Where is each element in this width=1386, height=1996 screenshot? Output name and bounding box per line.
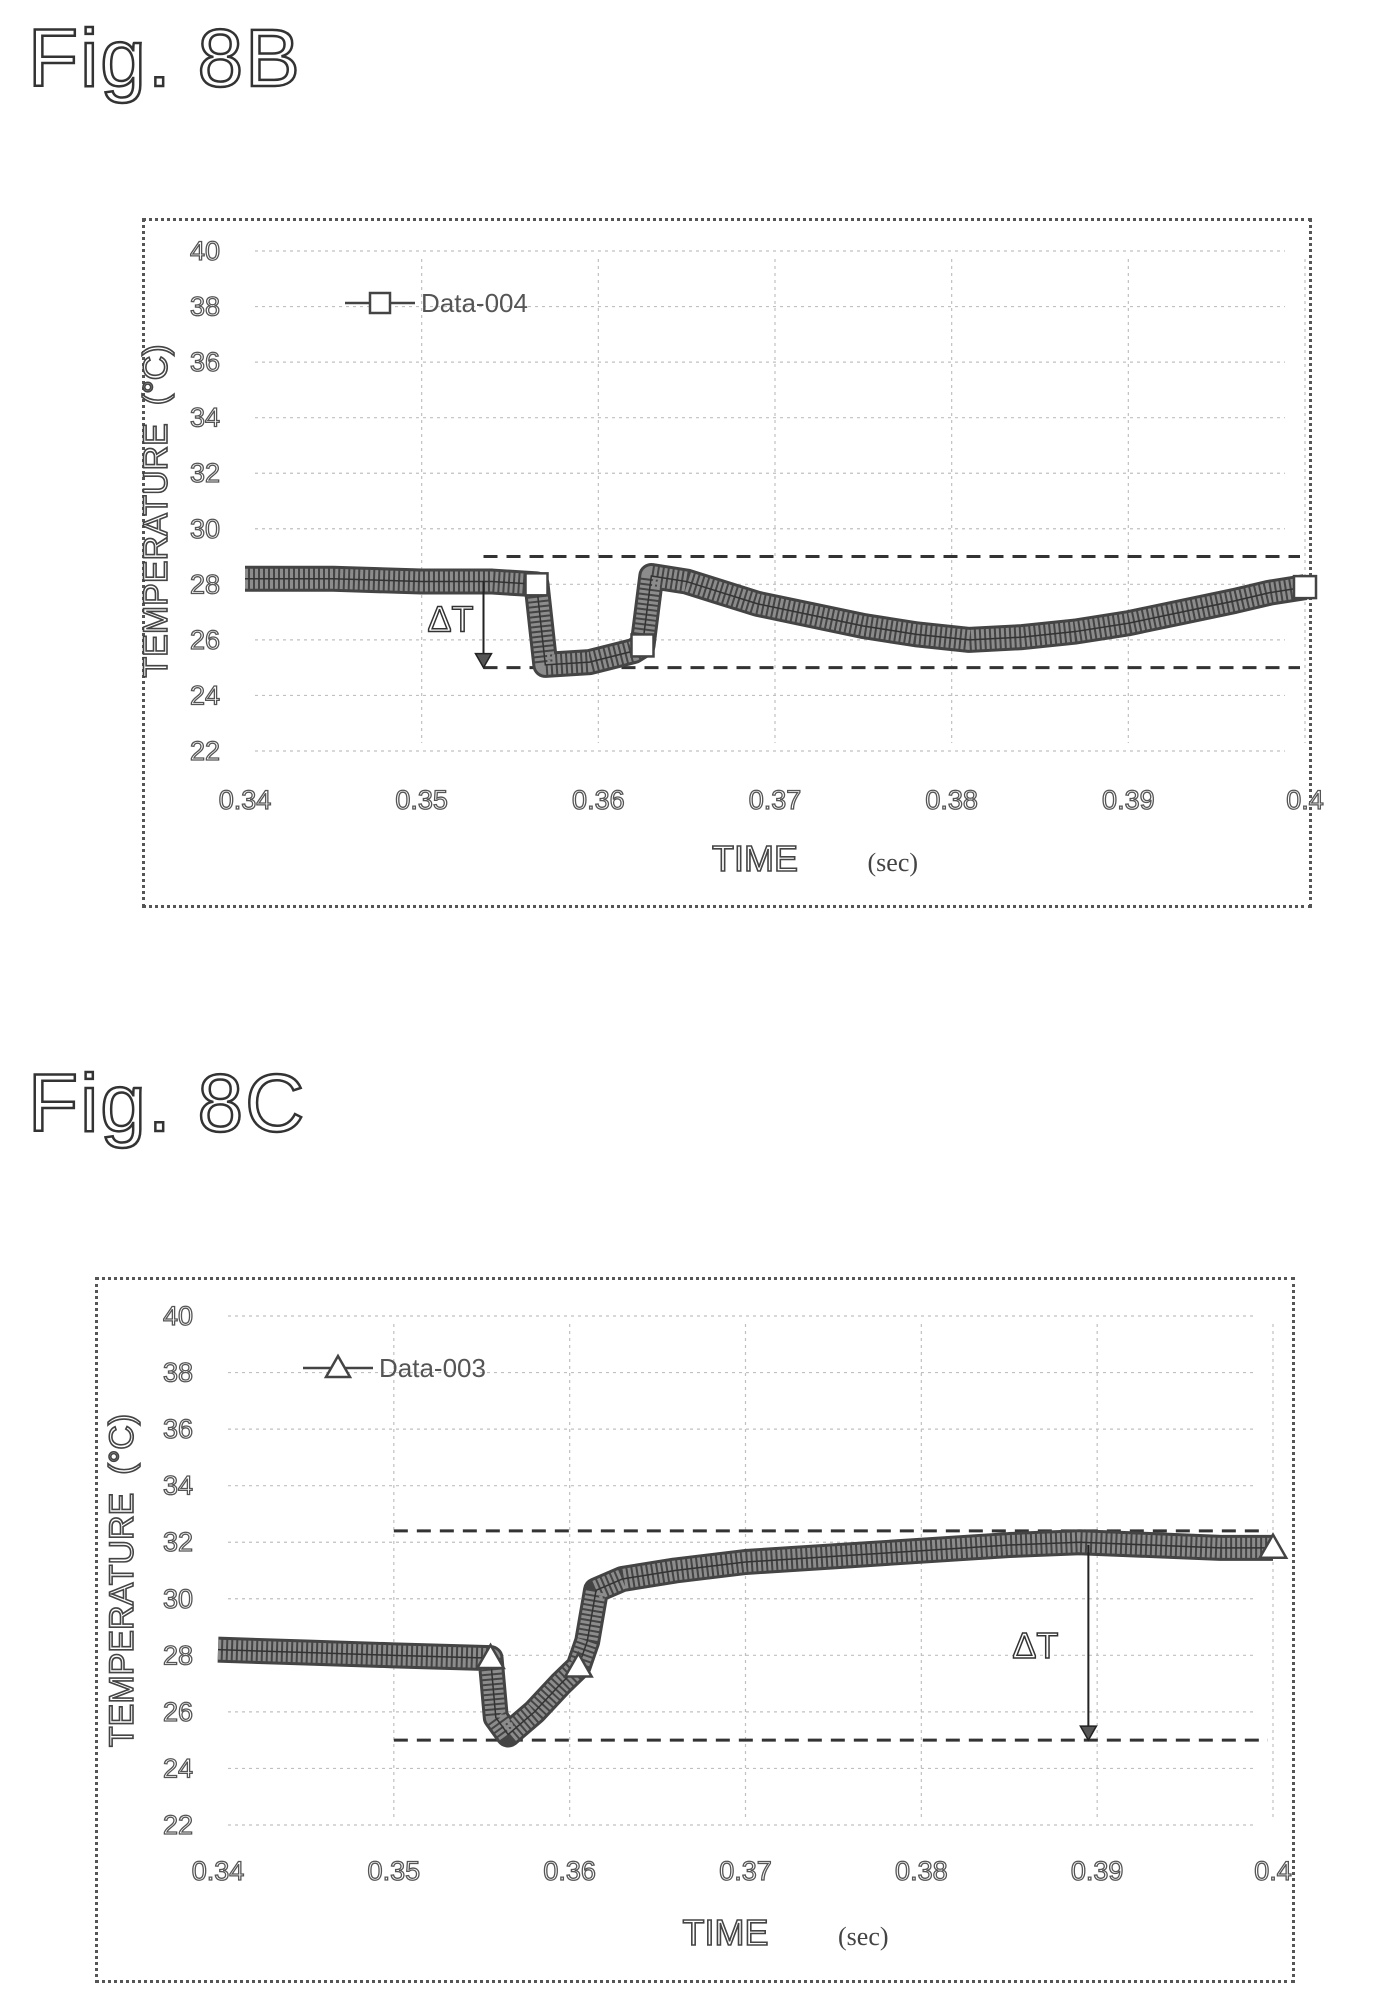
y-tick-label: 36: [163, 1414, 193, 1444]
data-marker: [475, 1642, 506, 1670]
x-tick-label: 0.35: [395, 785, 448, 815]
y-tick-label: 24: [163, 1753, 193, 1783]
y-tick-label: 22: [163, 1810, 193, 1840]
x-tick-label: 0.39: [1102, 785, 1155, 815]
gridlines: [228, 1315, 1274, 1826]
y-tick-label: 38: [190, 292, 220, 322]
x-tick-label: 0.4: [1286, 785, 1324, 815]
x-tick-label: 0.39: [1071, 1856, 1124, 1886]
legend-label: Data-003: [379, 1353, 486, 1383]
y-tick-label: 34: [163, 1471, 193, 1501]
data-marker: [524, 572, 549, 597]
y-tick-label: 32: [163, 1527, 193, 1557]
y-tick-label: 40: [163, 1301, 193, 1331]
legend: Data-003: [303, 1353, 486, 1383]
delta-t-arrowhead: [1079, 1725, 1098, 1742]
delta-t-label: ΔT: [427, 599, 473, 640]
x-axis-title: TIME: [712, 838, 798, 879]
y-axis-title-text: TEMPERATURE: [103, 1493, 141, 1747]
y-tick-label: 26: [163, 1697, 193, 1727]
figure-8b-panel: 22 24 26 28 30 32 34 36 38 40 0.34 0.35 0.36 0.37 0.38…: [136, 218, 1324, 908]
x-tick-label: 0.38: [895, 1856, 948, 1886]
y-tick-label: 32: [190, 458, 220, 488]
data-marker: [1257, 1532, 1289, 1560]
y-tick-label: 36: [190, 347, 220, 377]
series-line: [217, 1532, 1273, 1745]
y-tick-label: 30: [163, 1584, 193, 1614]
y-axis-title-text: TEMPERATURE: [137, 423, 175, 677]
y-tick-label: 30: [190, 514, 220, 544]
y-tick-label: 26: [190, 625, 220, 655]
y-tick-label: 28: [163, 1640, 193, 1670]
y-axis-title: TEMPERATURE (°C): [137, 344, 175, 677]
x-tick-label: 0.35: [368, 1856, 421, 1886]
y-tick-label: 40: [190, 236, 220, 266]
legend-marker-icon: [323, 1353, 353, 1379]
figure-8b-chart: 22 24 26 28 30 32 34 36 38 40 0.34 0.35 0.36 0.37 0.38…: [136, 235, 1324, 879]
y-axis-title: TEMPERATURE (°C): [103, 1414, 141, 1747]
y-tick-label: 22: [190, 736, 220, 766]
x-tick-label: 0.38: [925, 785, 978, 815]
x-tick-label: 0.36: [572, 785, 625, 815]
x-axis-unit: (sec): [868, 848, 919, 877]
x-tick-label: 0.34: [219, 785, 272, 815]
series-connector: [217, 1541, 1273, 1736]
x-tick-label: 0.37: [719, 1856, 772, 1886]
legend-label: Data-004: [421, 288, 528, 318]
figure-8c-panel: 22 24 26 28 30 32 34 36 38 40 0.34 0.35 0.36 0.37 0.38…: [95, 1277, 1295, 1983]
y-axis-unit: (°C): [103, 1414, 141, 1475]
x-tick-label: 0.4: [1254, 1856, 1292, 1886]
x-axis-title: TIME: [683, 1912, 769, 1953]
data-marker: [630, 633, 655, 658]
figure-8c-chart: 22 24 26 28 30 32 34 36 38 40 0.34 0.35 0.36 0.37 0.38…: [102, 1300, 1292, 1953]
y-axis-unit: (°C): [137, 344, 175, 405]
x-axis-unit: (sec): [838, 1922, 889, 1951]
x-tick-label: 0.36: [543, 1856, 596, 1886]
legend-marker-icon: [368, 291, 392, 315]
gridlines: [255, 250, 1306, 752]
legend: Data-004: [345, 288, 528, 318]
data-marker: [1292, 574, 1318, 600]
y-tick-label: 34: [190, 403, 220, 433]
y-tick-label: 38: [163, 1358, 193, 1388]
delta-t-arrowhead: [474, 652, 493, 670]
delta-t-label: ΔT: [1012, 1625, 1058, 1666]
figure-8b-title: Fig. 8B: [27, 13, 302, 104]
figure-8c-title: Fig. 8C: [27, 1058, 307, 1149]
x-tick-label: 0.34: [192, 1856, 245, 1886]
data-marker: [563, 1650, 594, 1678]
y-tick-label: 24: [190, 680, 220, 710]
x-tick-label: 0.37: [749, 785, 802, 815]
y-tick-label: 28: [190, 569, 220, 599]
